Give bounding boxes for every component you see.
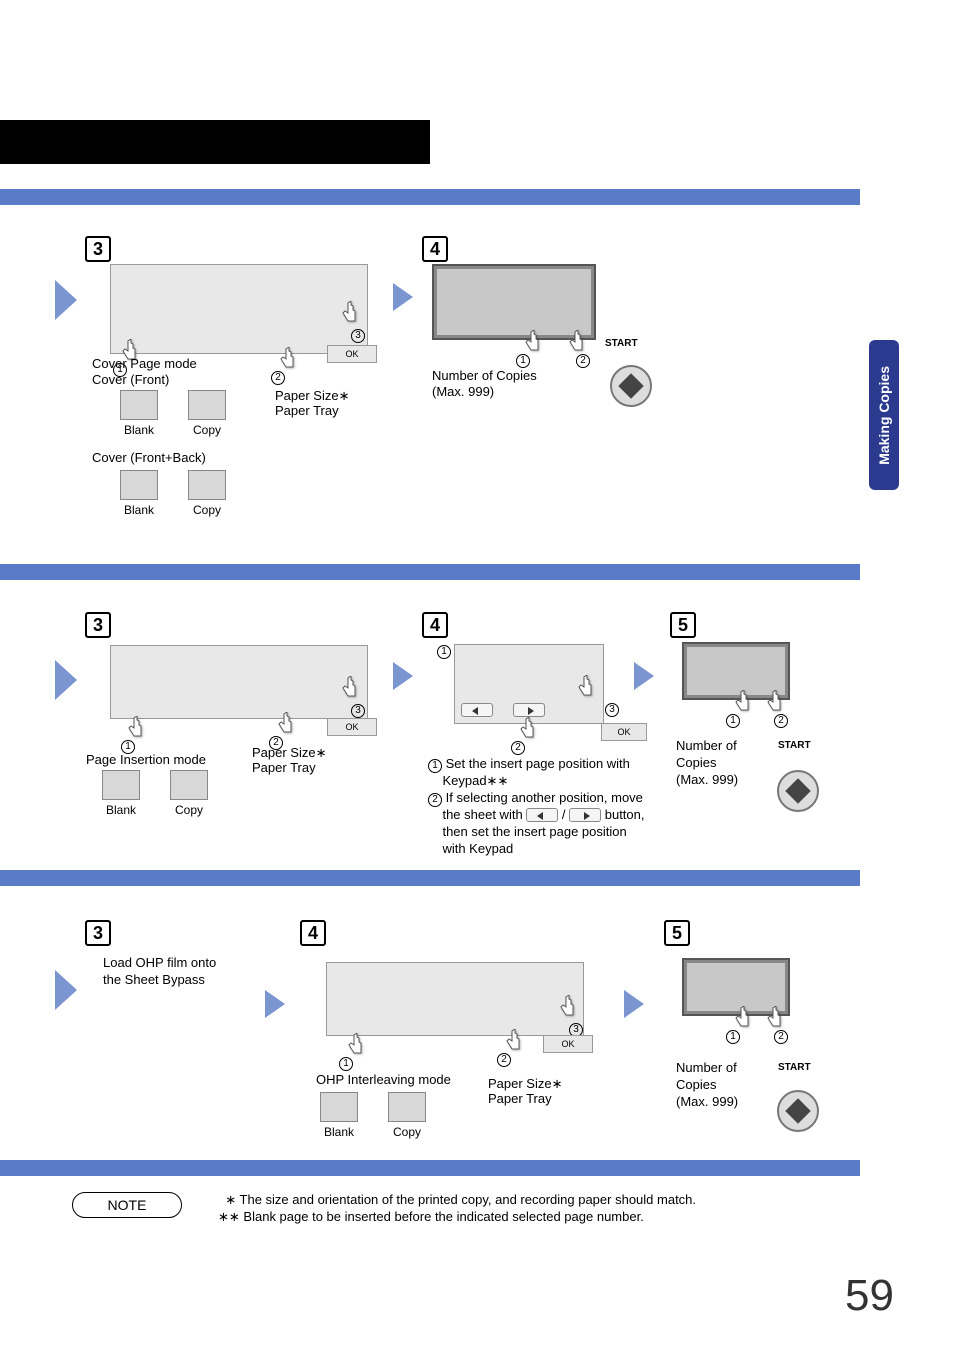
blue-bar-4 — [0, 1160, 860, 1176]
panel-screen — [687, 963, 785, 1011]
icon-row-insertion: Blank Copy — [102, 770, 208, 817]
touchscreen-panel: 1 2 3 OK — [326, 962, 584, 1036]
header-black-bar — [0, 120, 430, 164]
blank-icon — [120, 470, 158, 500]
circled-2-icon: 2 — [576, 354, 590, 368]
start-label: START — [778, 1062, 811, 1073]
paper-tray-label: Paper Tray — [275, 403, 339, 420]
copy-icon — [188, 390, 226, 420]
hand-icon — [557, 995, 577, 1019]
load-ohp-label: Load OHP film ontothe Sheet Bypass — [103, 955, 216, 989]
paper-tray-label: Paper Tray — [488, 1091, 552, 1108]
step-num-4b: 4 — [422, 612, 448, 638]
paper-tray-label: Paper Tray — [252, 760, 316, 777]
control-panel: 1 2 — [682, 642, 790, 700]
page: Making Copies 3 1 2 3 OK Cover Page mode… — [0, 0, 954, 1351]
blue-bar-2 — [0, 564, 860, 580]
blue-bar-3 — [0, 870, 860, 886]
circled-1-icon: 1 — [339, 1057, 353, 1071]
blue-bar-1 — [0, 189, 860, 205]
start-button[interactable] — [777, 770, 819, 812]
cover-page-mode-label: Cover Page mode — [92, 356, 197, 373]
circled-2-icon: 2 — [774, 1030, 788, 1044]
start-label: START — [605, 338, 638, 349]
step-num-3c: 3 — [85, 920, 111, 946]
sheet-placement-panel: 1 2 3 OK — [454, 644, 604, 724]
circled-1-icon: 1 — [428, 759, 442, 773]
copies-max-label: (Max. 999) — [432, 384, 494, 401]
start-button[interactable] — [610, 365, 652, 407]
ok-button: OK — [327, 345, 377, 363]
section-tab-label: Making Copies — [876, 366, 892, 465]
icon-row-ohp: Blank Copy — [320, 1092, 426, 1139]
blank-icon — [320, 1092, 358, 1122]
circled-1-icon: 1 — [437, 645, 451, 659]
hand-icon — [339, 301, 359, 325]
copy-icon — [170, 770, 208, 800]
instruction-text: 1 Set the insert page position with Keyp… — [428, 756, 648, 858]
arrow-icon — [634, 662, 654, 690]
circled-1-icon: 1 — [726, 1030, 740, 1044]
copies-label: Number ofCopies(Max. 999) — [676, 738, 738, 789]
panel-screen — [687, 647, 785, 695]
start-button[interactable] — [777, 1090, 819, 1132]
step-num-3a: 3 — [85, 236, 111, 262]
note-pill: NOTE — [72, 1192, 182, 1218]
copy-icon — [388, 1092, 426, 1122]
icon-row-front: Blank Copy — [120, 390, 226, 437]
arrow-icon — [393, 662, 413, 690]
step-num-4a: 4 — [422, 236, 448, 262]
right-arrow-icon — [569, 808, 601, 822]
circled-2-icon: 2 — [774, 714, 788, 728]
cover-front-label: Cover (Front) — [92, 372, 169, 389]
blank-icon — [102, 770, 140, 800]
circled-1-icon: 1 — [726, 714, 740, 728]
arrow-icon — [55, 280, 77, 320]
icon-row-frontback: Blank Copy — [120, 470, 226, 517]
right-arrow-button — [513, 703, 545, 717]
page-number: 59 — [845, 1271, 894, 1321]
touchscreen-panel: 1 2 3 OK — [110, 645, 368, 719]
copy-icon — [188, 470, 226, 500]
hand-icon — [339, 676, 359, 700]
arrow-icon — [393, 283, 413, 311]
touchscreen-panel: 1 2 3 OK — [110, 264, 368, 354]
ok-button: OK — [327, 718, 377, 736]
ohp-interleaving-label: OHP Interleaving mode — [316, 1072, 451, 1089]
panel-screen — [437, 269, 591, 335]
step-num-5c: 5 — [664, 920, 690, 946]
ok-button: OK — [601, 723, 647, 741]
blank-icon — [120, 390, 158, 420]
control-panel: 1 2 — [682, 958, 790, 1016]
section-tab: Making Copies — [869, 340, 899, 490]
circled-3-icon: 3 — [351, 704, 365, 718]
circled-2-icon: 2 — [428, 793, 442, 807]
circled-3-icon: 3 — [351, 329, 365, 343]
copies-label: Number of Copies — [432, 368, 537, 385]
ok-button: OK — [543, 1035, 593, 1053]
left-arrow-icon — [526, 808, 558, 822]
step-num-3b: 3 — [85, 612, 111, 638]
circled-2-icon: 2 — [511, 741, 525, 755]
left-arrow-button — [461, 703, 493, 717]
copies-label: Number ofCopies(Max. 999) — [676, 1060, 738, 1111]
start-label: START — [778, 740, 811, 751]
hand-icon — [575, 675, 595, 699]
circled-2-icon: 2 — [497, 1053, 511, 1067]
cover-frontback-label: Cover (Front+Back) — [92, 450, 206, 467]
page-insertion-label: Page Insertion mode — [86, 752, 206, 769]
arrow-icon — [55, 660, 77, 700]
step-num-4c: 4 — [300, 920, 326, 946]
step-num-5b: 5 — [670, 612, 696, 638]
note-text: ∗ The size and orientation of the printe… — [218, 1192, 696, 1226]
arrow-icon — [55, 970, 77, 1010]
arrow-icon — [265, 990, 285, 1018]
arrow-icon — [624, 990, 644, 1018]
circled-1-icon: 1 — [516, 354, 530, 368]
control-panel: 1 2 — [432, 264, 596, 340]
circled-2-icon: 2 — [271, 371, 285, 385]
circled-3-icon: 3 — [605, 703, 619, 717]
